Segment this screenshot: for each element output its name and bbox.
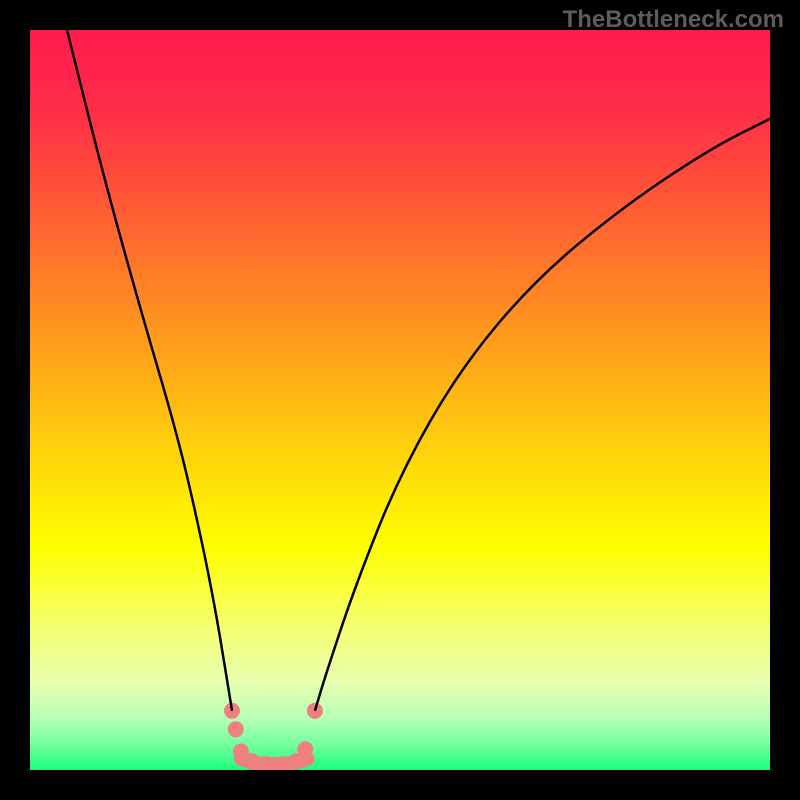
- watermark-text: TheBottleneck.com: [563, 6, 784, 34]
- bottleneck-curve: [30, 30, 770, 770]
- v-curve-path: [67, 30, 770, 711]
- plot-area: [30, 30, 770, 770]
- data-dot: [307, 703, 323, 719]
- data-dot: [244, 753, 260, 769]
- data-dot: [228, 721, 244, 737]
- data-dot: [297, 741, 313, 757]
